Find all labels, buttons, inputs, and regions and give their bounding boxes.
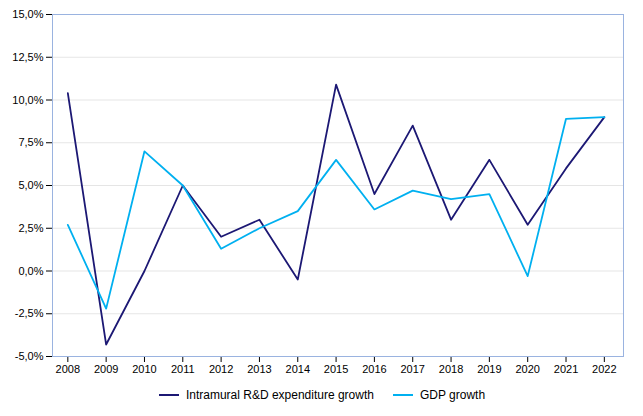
svg-text:0,0%: 0,0% — [18, 265, 43, 277]
svg-text:2016: 2016 — [362, 363, 386, 375]
svg-text:2013: 2013 — [247, 363, 271, 375]
svg-text:2014: 2014 — [286, 363, 310, 375]
svg-text:2015: 2015 — [324, 363, 348, 375]
html-text:Intramural R&D expenditure gro: Intramural R&D expenditure growth — [185, 388, 374, 402]
svg-text:2011: 2011 — [171, 363, 195, 375]
svg-text:15,0%: 15,0% — [12, 8, 43, 20]
svg-text:-5,0%: -5,0% — [15, 350, 44, 362]
svg-text:2019: 2019 — [477, 363, 501, 375]
svg-text:5,0%: 5,0% — [18, 179, 43, 191]
svg-text:7,5%: 7,5% — [18, 136, 43, 148]
svg-text:2,5%: 2,5% — [18, 222, 43, 234]
svg-text:2018: 2018 — [439, 363, 463, 375]
svg-text:10,0%: 10,0% — [12, 94, 43, 106]
svg-text:2021: 2021 — [554, 363, 578, 375]
svg-text:2010: 2010 — [132, 363, 156, 375]
svg-text:-2,5%: -2,5% — [15, 307, 44, 319]
svg-text:2020: 2020 — [515, 363, 539, 375]
html-text:GDP growth: GDP growth — [420, 388, 486, 402]
svg-text:2017: 2017 — [400, 363, 424, 375]
svg-text:2012: 2012 — [209, 363, 233, 375]
svg-text:2009: 2009 — [94, 363, 118, 375]
svg-text:2008: 2008 — [56, 363, 80, 375]
svg-text:2022: 2022 — [592, 363, 616, 375]
svg-text:12,5%: 12,5% — [12, 51, 43, 63]
